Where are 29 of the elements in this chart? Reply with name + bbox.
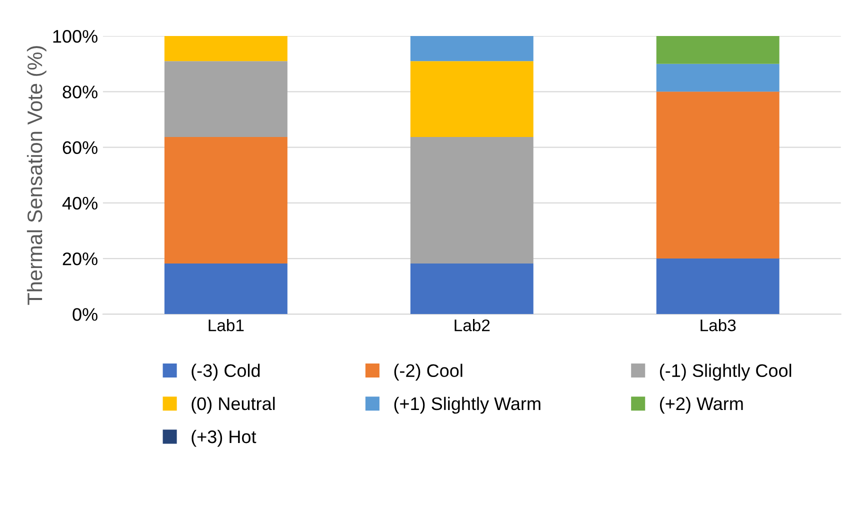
legend-label: (+2) Warm [660,396,743,414]
bar [164,36,288,62]
bar [656,64,780,92]
x-tick-label: Lab2 [454,319,490,332]
y-tick-label: 40% [62,196,98,210]
y-tick-label: 60% [62,141,98,154]
bar [656,36,780,64]
x-tick-label: Lab3 [700,319,736,332]
y-tick-label: 80% [62,86,98,98]
legend-label: (-2) Cool [394,364,462,381]
bar [656,92,780,259]
bar [410,61,534,137]
bar [164,137,288,264]
legend-label: (-1) Slightly Cool [660,364,792,381]
y-tick-label: 0% [72,308,98,321]
bar [410,36,534,62]
x-tick-label: Lab1 [208,319,244,332]
bar [410,264,534,314]
bar [164,264,288,314]
legend-label: (0) Neutral [192,396,275,414]
legend-label: (+1) Slightly Warm [394,396,540,414]
bar [164,61,288,137]
y-axis-title: Thermal Sensation Vote (%) [26,46,46,305]
bar [410,137,534,264]
bar [656,258,780,314]
y-tick-label: 100% [53,30,98,43]
legend-label: (+3) Hot [192,430,256,447]
legend-label: (-3) Cold [192,364,260,381]
y-tick-label: 20% [62,252,98,266]
